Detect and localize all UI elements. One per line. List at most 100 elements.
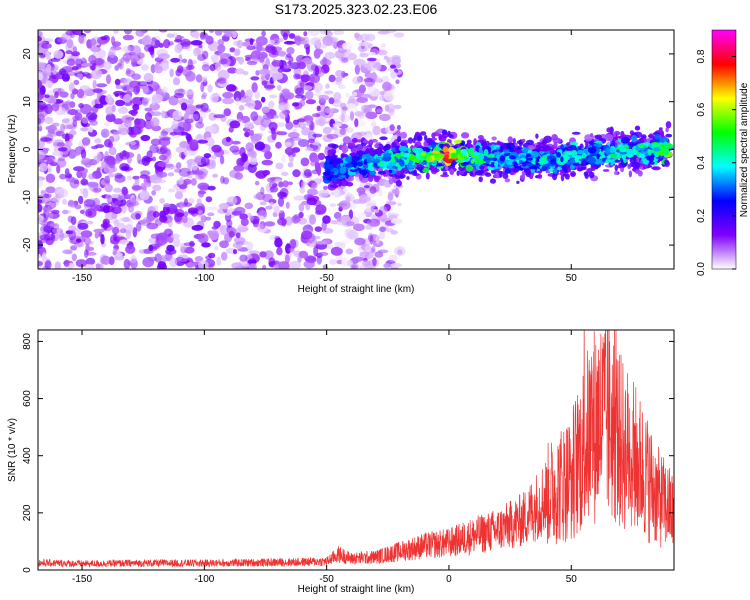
noise-blob (351, 256, 364, 262)
noise-blob (183, 211, 188, 218)
noise-blob (70, 216, 77, 226)
signal-blob (339, 179, 349, 187)
noise-blob (339, 128, 347, 136)
noise-blob (143, 44, 155, 53)
noise-blob (352, 76, 362, 85)
noise-blob (315, 91, 322, 97)
noise-blob (396, 124, 401, 131)
noise-blob (93, 187, 99, 192)
signal-blob (325, 164, 334, 170)
signal-blob (612, 132, 617, 138)
noise-blob (346, 260, 353, 267)
noise-blob (386, 103, 396, 113)
noise-blob (198, 190, 207, 195)
noise-blob (315, 204, 327, 215)
noise-blob (112, 226, 120, 235)
noise-blob (212, 173, 219, 178)
noise-blob (98, 166, 104, 170)
noise-blob (337, 114, 350, 122)
spectrogram-x-tick-label: 0 (446, 273, 452, 284)
noise-blob (58, 68, 67, 76)
noise-blob (278, 92, 284, 103)
signal-blob (587, 147, 597, 154)
signal-blob (473, 138, 477, 146)
noise-blob (185, 107, 192, 119)
noise-blob (268, 100, 275, 109)
noise-blob (164, 163, 173, 168)
signal-blob (569, 141, 579, 146)
noise-blob (364, 77, 376, 87)
signal-blob (553, 141, 558, 148)
noise-blob (309, 214, 316, 225)
noise-blob (189, 139, 199, 150)
noise-blob (38, 147, 50, 152)
signal-blob (577, 150, 584, 155)
noise-blob (309, 235, 321, 240)
signal-blob (606, 127, 613, 133)
signal-blob (518, 160, 524, 164)
noise-blob (246, 45, 256, 51)
noise-blob (275, 141, 282, 149)
noise-blob (72, 119, 78, 128)
signal-blob (484, 172, 492, 177)
noise-blob (73, 241, 84, 248)
noise-blob (227, 196, 238, 205)
snr-x-tick-label: -50 (319, 574, 334, 585)
spectrogram-x-tick-label: -100 (194, 273, 214, 284)
noise-blob (131, 185, 143, 191)
noise-blob (217, 52, 226, 58)
noise-blob (254, 90, 260, 99)
noise-blob (61, 209, 69, 215)
noise-blob (55, 193, 61, 204)
noise-blob (255, 36, 268, 46)
noise-blob (323, 185, 328, 191)
noise-blob (347, 52, 357, 61)
signal-blob (598, 151, 603, 155)
noise-blob (289, 238, 297, 249)
signal-blob (388, 178, 394, 185)
noise-blob (370, 121, 377, 128)
noise-blob (184, 118, 194, 124)
signal-blob (535, 133, 539, 139)
noise-blob (201, 242, 211, 248)
noise-blob (125, 68, 131, 75)
noise-blob (88, 126, 94, 133)
noise-blob (376, 108, 383, 114)
noise-blob (379, 230, 385, 240)
noise-blob (361, 93, 372, 98)
noise-blob (333, 211, 342, 220)
noise-blob (298, 250, 309, 259)
noise-blob (100, 234, 105, 245)
noise-blob (298, 61, 306, 70)
noise-blob (312, 113, 321, 118)
noise-blob (45, 126, 51, 130)
noise-blob (51, 227, 64, 234)
noise-blob (108, 159, 116, 169)
noise-blob (66, 58, 76, 66)
signal-blob (537, 174, 543, 179)
noise-blob (104, 183, 113, 193)
noise-blob (57, 147, 68, 152)
noise-blob (341, 106, 349, 111)
noise-blob (161, 110, 166, 119)
noise-blob (104, 139, 112, 148)
noise-blob (143, 72, 154, 83)
noise-blob (76, 73, 84, 79)
noise-blob (178, 201, 184, 210)
signal-blob (604, 133, 614, 142)
noise-blob (319, 58, 332, 67)
signal-blob (504, 168, 512, 174)
noise-blob (352, 91, 358, 97)
signal-blob (541, 165, 548, 171)
noise-blob (113, 187, 122, 193)
noise-blob (199, 112, 206, 119)
snr-x-label: Height of straight line (km) (298, 584, 415, 595)
noise-blob (81, 116, 89, 124)
signal-blob (637, 144, 646, 148)
noise-blob (289, 155, 294, 163)
noise-blob (324, 90, 334, 95)
noise-blob (94, 57, 104, 66)
noise-blob (38, 199, 43, 204)
noise-blob (148, 256, 157, 262)
snr-y-label: SNR (10 * v/v) (7, 418, 18, 482)
